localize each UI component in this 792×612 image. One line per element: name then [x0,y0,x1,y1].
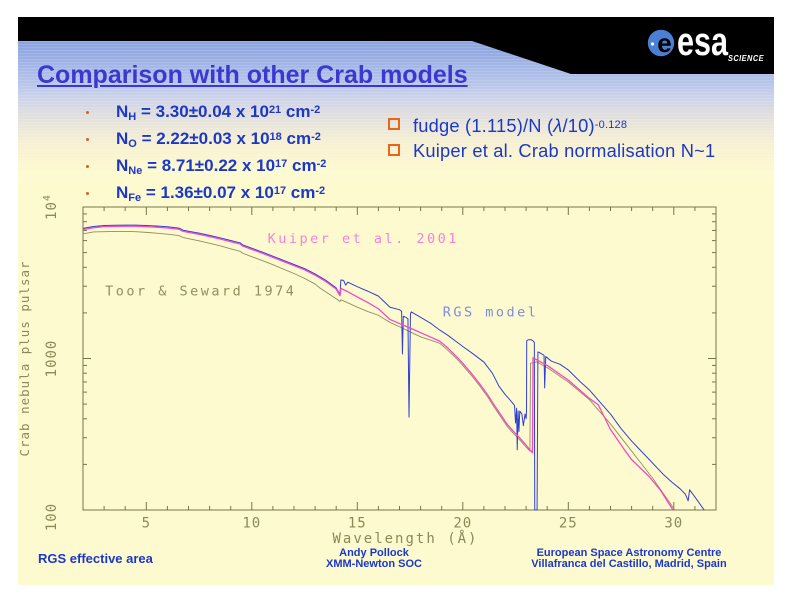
x-tick-label: 15 [348,516,367,532]
species-symbol: NO [116,129,137,150]
footer-caption: RGS effective area [38,551,153,566]
spectrum-chart: 5 10 15 20 25 30 100 1000 104 Wavelength (Å) Crab … [18,194,717,547]
column-density-item: NFe = 1.36±0.07 x 1017 cm-2 [116,183,325,205]
y-tick-label: 104 [42,194,60,220]
series-label: RGS model [443,304,539,320]
x-axis-title: Wavelength (Å) [332,530,478,547]
footer-author: Andy Pollock XMM-Newton SOC [326,548,422,570]
esa-wordmark: esa [677,20,729,64]
exponent: 21 [268,103,282,116]
unit: cm [287,156,317,175]
bullet-dot [86,192,89,195]
x-tick-label: 20 [453,516,472,532]
series-rgs-model [82,224,705,511]
footer-author-name: Andy Pollock [339,547,409,559]
esa-globe-e: e [657,28,671,58]
unit: cm [286,183,316,202]
column-density-item: NNe = 8.71±0.22 x 1017 cm-2 [116,156,326,178]
exponent: 17 [273,184,287,197]
column-density-item: NO = 2.22±0.03 x 1018 cm-2 [116,129,321,151]
x-tick-label: 10 [242,516,261,532]
unit-exponent: -2 [311,130,321,143]
plot-axes-box [82,206,717,511]
x-tick-label: 30 [664,516,683,532]
series-kuiper-et-al-2001 [82,225,674,511]
slide: e esa SCIENCE Comparison with other Crab… [18,17,774,585]
exponent: -0.128 [594,118,628,131]
y-tick-label: 100 [44,503,60,531]
checkbox-icon[interactable] [388,118,400,130]
exponent: 17 [275,157,288,170]
unit-exponent: -2 [316,157,327,170]
x-tick-label: 5 [142,516,151,532]
checklist-text: fudge (1.115)/N ( [413,114,554,136]
checkbox-icon[interactable] [388,143,400,156]
series-label: Toor & Seward 1974 [105,284,296,300]
header-black-shape [18,17,774,74]
exponent: 18 [269,130,282,143]
y-tick-label: 1000 [44,340,60,378]
series-toor-seward-1974 [82,230,676,511]
bullet-dot [86,165,89,168]
unit-exponent: -2 [310,103,321,116]
series-label: Kuiper et al. 2001 [268,231,459,247]
unit: cm [281,129,312,148]
footer-institute: European Space Astronomy Centre Villafra… [531,548,726,570]
checklist-text-post: /10) [562,114,595,136]
esa-logo: e esa SCIENCE [647,20,764,64]
species-symbol: NFe [116,183,142,204]
bullet-dot [86,111,89,114]
column-density-item: NH = 3.30±0.04 x 1021 cm-2 [116,102,320,124]
header-black-banner: e esa SCIENCE [18,17,774,74]
value-text: = 1.36±0.07 x 10 [141,183,274,202]
value-text: = 2.22±0.03 x 10 [136,129,270,148]
esa-globe-icon [647,29,675,57]
unit: cm [281,102,311,121]
slide-title: Comparison with other Crab models [37,61,468,89]
unit-exponent: -2 [315,184,326,197]
x-tick-label: 25 [559,516,578,532]
footer-institute-name: European Space Astronomy Centre [536,547,722,559]
footer-institute-location: Villafranca del Castillo, Madrid, Spain [531,558,727,570]
bullet-dot [86,138,89,141]
esa-tagline: SCIENCE [728,53,764,63]
value-text: = 3.30±0.04 x 10 [136,102,269,121]
checklist-item-text: Kuiper et al. Crab normalisation N~1 [413,140,715,162]
lambda-symbol: λ [553,114,563,136]
species-symbol: NNe [116,156,143,177]
checklist-item-text: fudge (1.115)/N (λ/10)-0.128 [413,115,627,137]
esa-globe-dot [650,42,655,46]
y-axis-title: Crab nebula plus pulsar [18,260,32,456]
footer-author-org: XMM-Newton SOC [326,558,422,570]
species-symbol: NH [116,102,137,123]
value-text: = 8.71±0.22 x 10 [142,156,276,175]
checklist-text: Kuiper et al. Crab normalisation N~1 [413,140,716,161]
